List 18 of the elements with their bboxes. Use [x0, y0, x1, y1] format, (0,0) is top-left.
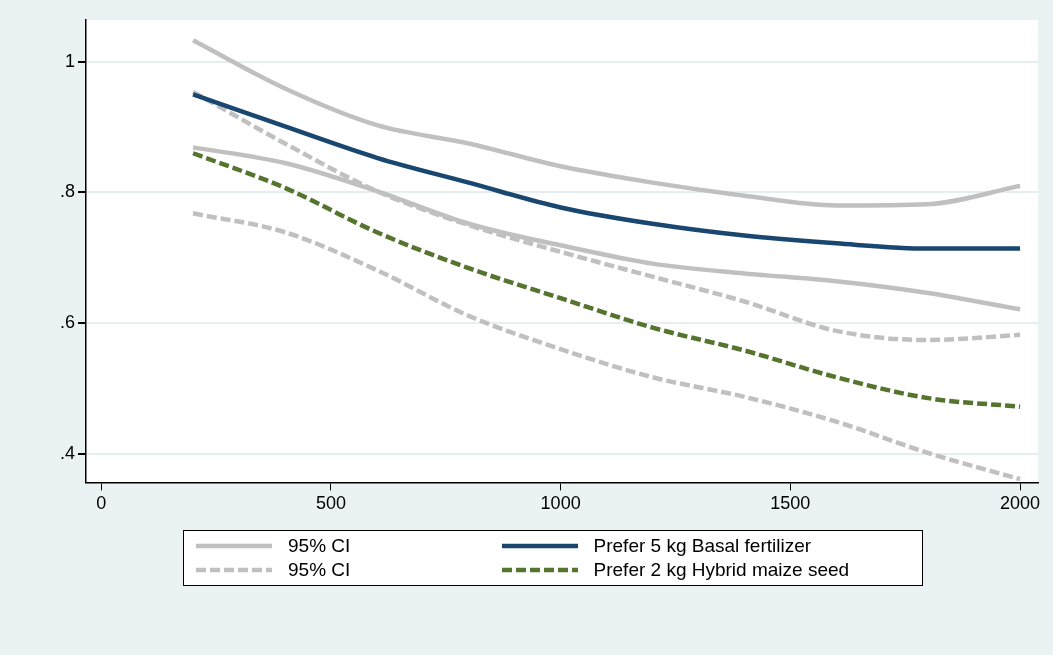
x-tick-label: 2000 [1000, 493, 1041, 514]
legend-label: 95% CI [288, 559, 351, 581]
line-series [190, 211, 1023, 482]
x-tick-label: 1500 [770, 493, 811, 514]
y-tick-label: .6 [60, 312, 76, 333]
line-series [190, 92, 1023, 251]
legend-label: 95% CI [288, 535, 351, 557]
y-tick-label: .4 [60, 442, 76, 463]
y-tick-label: 1 [65, 50, 76, 71]
line-series [190, 150, 1023, 409]
x-tick-label: 500 [315, 493, 346, 514]
x-tick-label: 1000 [540, 493, 581, 514]
legend-label: Prefer 5 kg Basal fertilizer [593, 535, 812, 557]
line-series [190, 38, 1023, 208]
x-tick-label: 0 [96, 493, 107, 514]
line-series [190, 89, 1023, 343]
y-tick-label: .8 [60, 181, 76, 202]
legend-label: Prefer 2 kg Hybrid maize seed [593, 559, 850, 581]
